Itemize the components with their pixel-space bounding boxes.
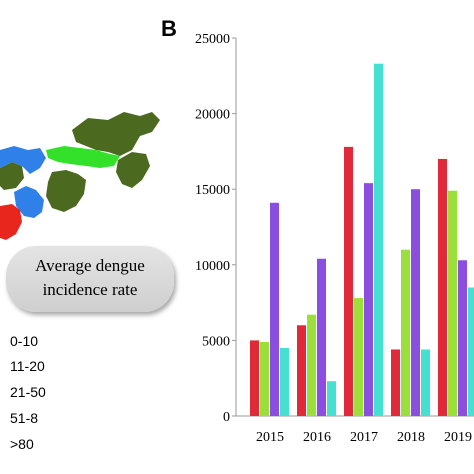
bar-2017-series-3 <box>364 183 373 416</box>
bar-2019-series-4 <box>468 287 474 416</box>
x-tick-label-2019: 2019 <box>444 430 472 445</box>
bar-2018-series-1 <box>391 349 400 416</box>
bar-2017-series-2 <box>354 298 363 416</box>
legend-item-21-50: 21-50 <box>10 384 46 400</box>
y-tick-label-25000: 25000 <box>195 32 230 47</box>
bar-2015-series-3 <box>270 202 279 416</box>
bar-2018-series-4 <box>421 349 430 416</box>
bar-2016-series-4 <box>327 381 336 416</box>
x-tick-label-2017: 2017 <box>350 430 378 445</box>
bar-2016-series-2 <box>307 314 316 416</box>
bar-2018-series-2 <box>401 249 410 416</box>
bar-2015-series-4 <box>280 347 289 416</box>
x-tick-label-2016: 2016 <box>303 430 331 445</box>
bar-2015-series-2 <box>260 341 269 416</box>
map-region-red <box>0 204 22 240</box>
legend-title-line1: Average dengue <box>35 256 145 275</box>
bar-2017-series-1 <box>344 146 353 416</box>
map-region-dark-green-north <box>72 112 160 156</box>
map-fragment <box>0 112 160 240</box>
bar-2019-series-2 <box>448 190 457 416</box>
legend-title-line2: incidence rate <box>42 280 138 299</box>
map-region-bright-green <box>46 146 120 168</box>
y-tick-label-20000: 20000 <box>195 108 230 123</box>
bar-2019-series-1 <box>438 158 447 416</box>
x-tick-label-2015: 2015 <box>256 430 284 445</box>
x-tick-label-2018: 2018 <box>397 430 425 445</box>
y-tick-label-0: 0 <box>223 410 230 425</box>
map-region-dark-green-south <box>46 170 86 212</box>
map-region-blue <box>0 146 46 174</box>
y-tick-label-5000: 5000 <box>202 334 230 349</box>
legend-item-0-10: 0-10 <box>10 333 39 349</box>
bar-2019-series-3 <box>458 260 467 416</box>
y-tick-label-15000: 15000 <box>195 183 230 198</box>
bar-2015-series-1 <box>250 340 259 416</box>
bar-2016-series-1 <box>297 325 306 416</box>
bar-2017-series-4 <box>374 63 383 416</box>
map-region-dark-green-east <box>116 152 150 188</box>
panel-label: B <box>161 16 177 41</box>
legend-item-gt80: >80 <box>10 436 34 452</box>
map-region-dark-green-west <box>0 162 24 190</box>
map-region-blue-south <box>14 186 44 218</box>
legend-title-pill <box>6 246 174 312</box>
bar-2018-series-3 <box>411 189 420 416</box>
legend-title: Average dengue incidence rate <box>6 254 174 302</box>
legend-item-51-8: 51-8 <box>10 410 39 426</box>
y-tick-label-10000: 10000 <box>195 259 230 274</box>
bar-2016-series-3 <box>317 258 326 416</box>
legend-item-11-20: 11-20 <box>10 358 45 374</box>
